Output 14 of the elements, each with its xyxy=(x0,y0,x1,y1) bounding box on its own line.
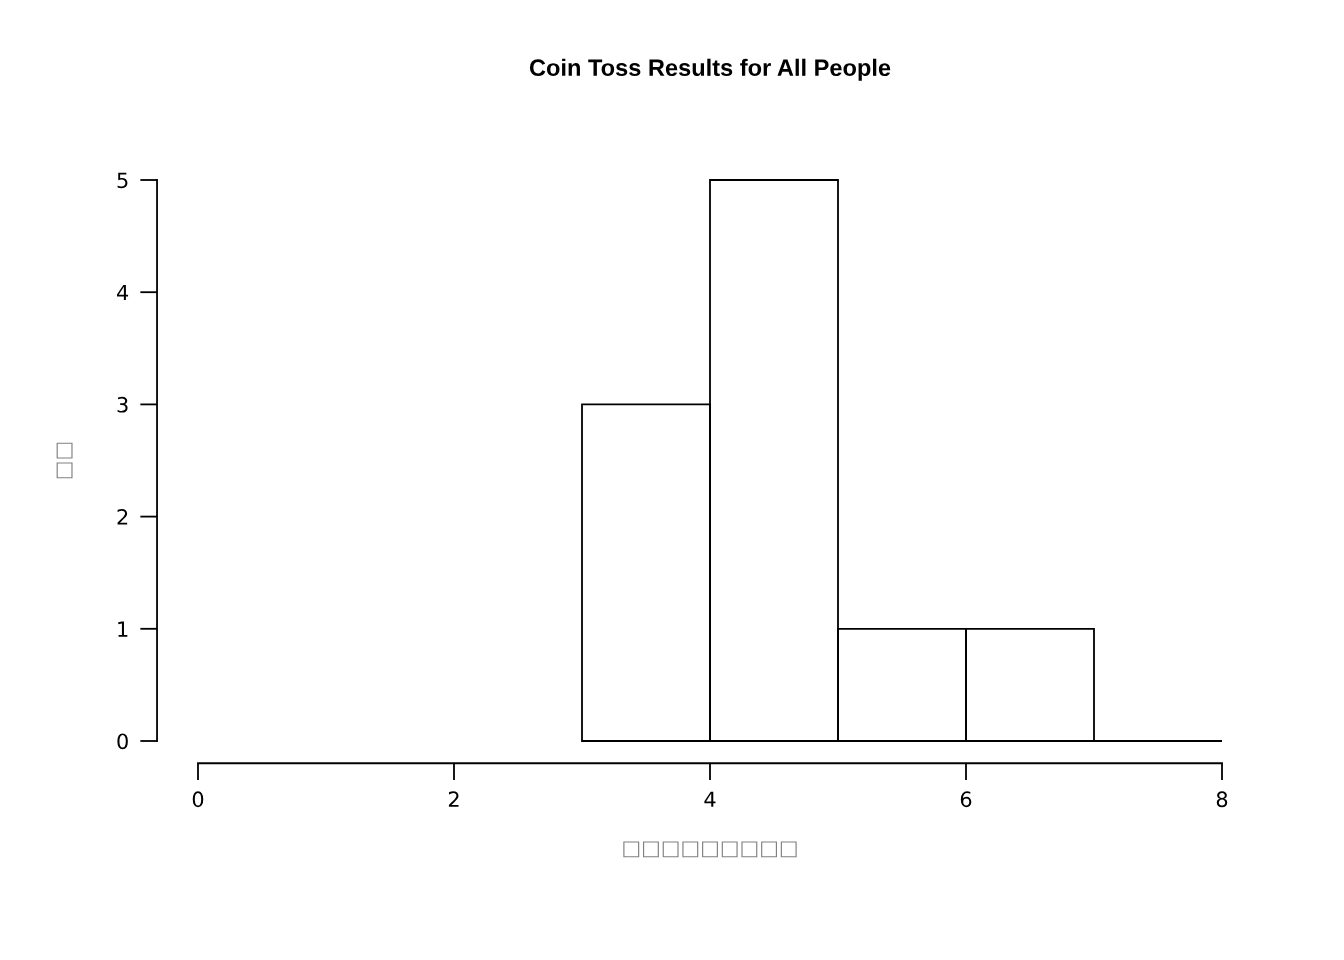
y-tick-label: 4 xyxy=(117,284,129,301)
x-tick-label: 2 xyxy=(448,791,459,807)
y-tick-label: 0 xyxy=(117,733,128,750)
x-tick-label: 8 xyxy=(1216,791,1228,808)
x-tick-label: 6 xyxy=(960,791,972,808)
x-tick-label: 0 xyxy=(192,791,204,808)
chart-title: Coin Toss Results for All People xyxy=(529,58,891,81)
y-tick-label: 5 xyxy=(117,172,128,189)
y-tick-label: 2 xyxy=(117,509,128,525)
x-axis-title: □□□□□□□□□ xyxy=(623,841,797,858)
y-tick-label: 3 xyxy=(117,396,128,413)
x-tick-label: 4 xyxy=(704,791,716,807)
y-tick-label: 1 xyxy=(118,621,128,637)
y-axis-title: □□ xyxy=(56,442,73,479)
